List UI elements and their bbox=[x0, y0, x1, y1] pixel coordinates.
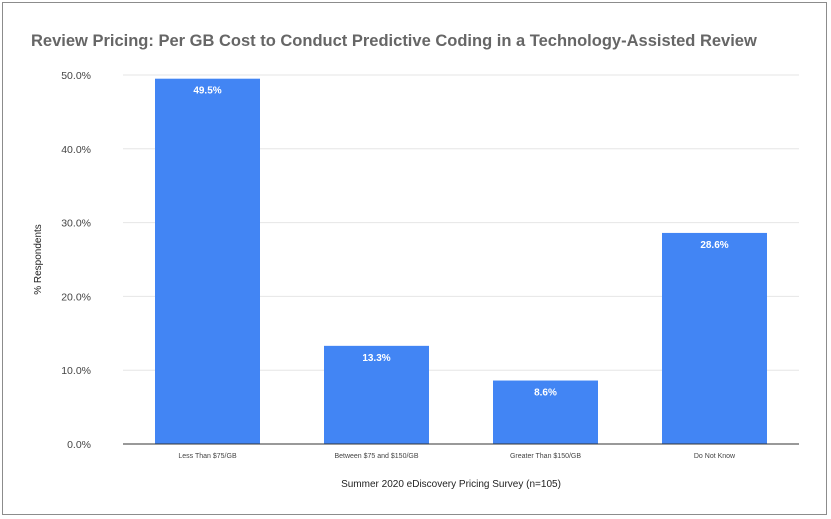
y-axis-title: % Respondents bbox=[33, 224, 44, 295]
y-tick-label: 40.0% bbox=[61, 144, 91, 156]
x-category-label: Greater Than $150/GB bbox=[510, 453, 581, 460]
y-tick-label: 30.0% bbox=[61, 218, 91, 230]
bar bbox=[662, 232, 767, 444]
bar-value-label: 8.6% bbox=[534, 388, 557, 399]
y-axis-ticks: 0.0% 10.0% 20.0% 30.0% 40.0% 50.0% bbox=[61, 70, 91, 451]
bar-value-label: 13.3% bbox=[362, 353, 390, 364]
y-tick-label: 50.0% bbox=[61, 70, 91, 82]
y-tick-label: 20.0% bbox=[61, 291, 91, 303]
chart-title: Review Pricing: Per GB Cost to Conduct P… bbox=[31, 32, 757, 50]
x-axis-categories: Less Than $75/GB Between $75 and $150/GB G… bbox=[178, 453, 736, 460]
bar-value-label: 49.5% bbox=[193, 86, 221, 97]
bar bbox=[155, 78, 260, 444]
data-labels: 49.5% 13.3% 8.6% 28.6% bbox=[193, 86, 728, 399]
x-axis-title: Summer 2020 eDiscovery Pricing Survey (n… bbox=[341, 479, 561, 490]
bar bbox=[493, 380, 598, 444]
x-category-label: Less Than $75/GB bbox=[178, 453, 237, 460]
y-tick-label: 10.0% bbox=[61, 365, 91, 377]
bars bbox=[155, 78, 767, 444]
x-category-label: Between $75 and $150/GB bbox=[334, 453, 418, 460]
y-tick-label: 0.0% bbox=[67, 439, 91, 451]
bar-value-label: 28.6% bbox=[700, 240, 728, 251]
x-category-label: Do Not Know bbox=[694, 453, 736, 460]
bar bbox=[324, 345, 429, 444]
